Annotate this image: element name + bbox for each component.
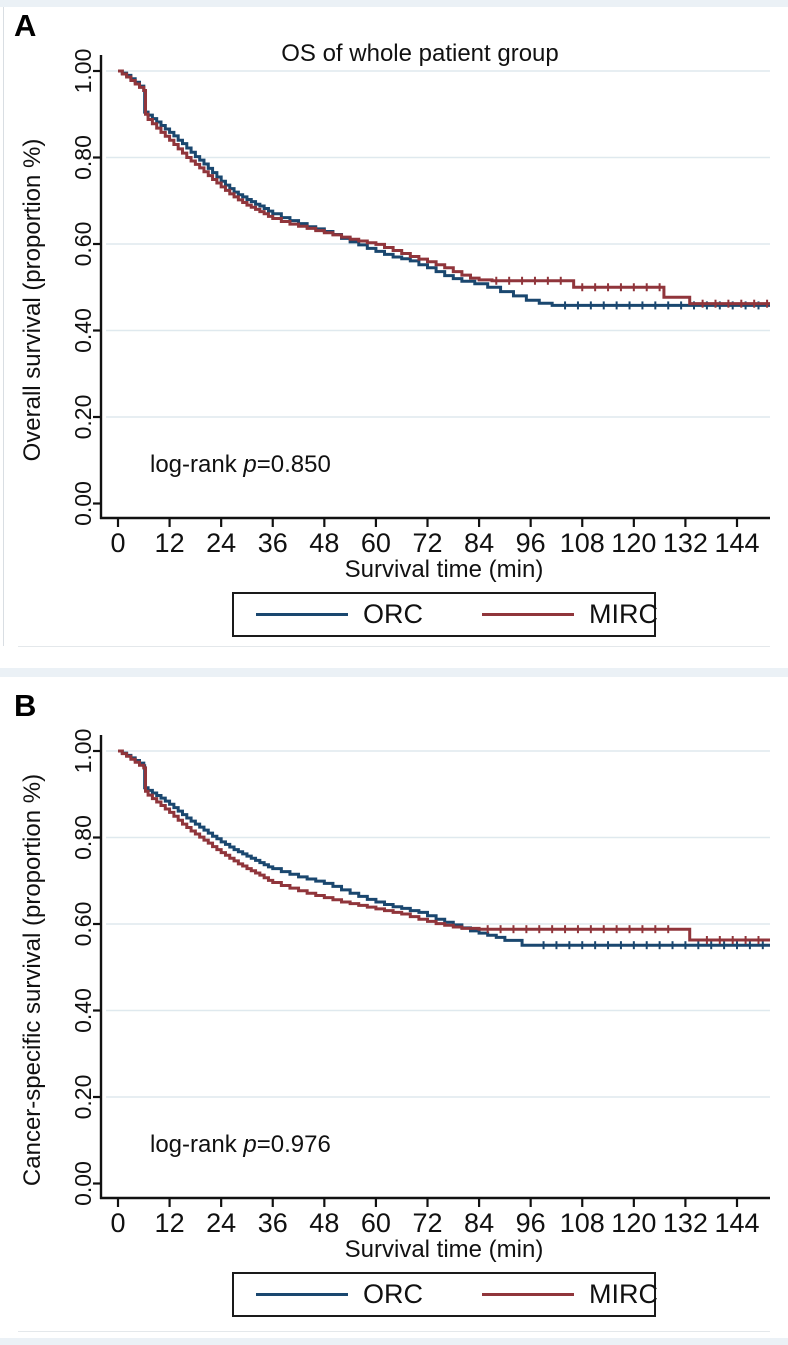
svg-text:24: 24 [206,1208,236,1238]
svg-text:24: 24 [206,528,236,558]
p-value: =0.850 [256,451,331,478]
log-rank-text: log-rank [150,451,244,478]
svg-text:0.20: 0.20 [70,395,96,440]
svg-text:96: 96 [516,528,546,558]
legend-label-mirc: MIRC [589,599,658,629]
panel-a-legend: ORC MIRC [232,592,658,637]
panel-b-x-axis-title: Survival time (min) [344,1236,544,1263]
svg-text:96: 96 [516,1208,546,1238]
middle-band [0,668,788,677]
svg-text:0: 0 [110,1208,125,1238]
svg-text:60: 60 [361,528,391,558]
svg-text:0.80: 0.80 [70,135,96,180]
legend-label-mirc: MIRC [589,1279,658,1309]
svg-text:48: 48 [309,1208,339,1238]
svg-text:72: 72 [412,528,442,558]
left-frame-line [3,7,4,646]
svg-text:12: 12 [155,1208,185,1238]
svg-text:72: 72 [412,1208,442,1238]
svg-text:60: 60 [361,1208,391,1238]
svg-text:84: 84 [464,1208,494,1238]
bottom-band [0,1338,788,1345]
top-band [0,0,788,7]
panel-b-log-rank-annotation: log-rank p=0.976 [150,1131,331,1159]
p-value: =0.976 [256,1131,331,1158]
panel-b-km-plot: 0.00 0.20 0.40 0.60 0.80 1.00 0 12 24 36 48 60 72 84 9… [70,729,770,1238]
svg-text:0: 0 [110,528,125,558]
panel-a-label: A [14,8,37,43]
svg-text:48: 48 [309,528,339,558]
svg-text:0.40: 0.40 [70,308,96,353]
panel-b: B Cancer-specific survival (proportion %… [0,680,788,1340]
svg-text:0.00: 0.00 [70,1161,96,1206]
svg-text:0.60: 0.60 [70,222,96,267]
legend-line-orc [256,613,348,616]
legend-line-mirc [482,613,574,616]
panel-a: A OS of whole patient group Overall surv… [0,0,788,660]
svg-text:120: 120 [611,1208,656,1238]
panel-a-bottom-frame-line [18,646,770,647]
svg-text:0.00: 0.00 [70,481,96,526]
svg-text:0.40: 0.40 [70,988,96,1033]
svg-text:36: 36 [258,528,288,558]
p-symbol: p [243,451,257,478]
svg-text:144: 144 [714,528,759,558]
svg-text:144: 144 [714,1208,759,1238]
panel-a-chart-title: OS of whole patient group [281,40,559,67]
svg-text:84: 84 [464,528,494,558]
svg-text:120: 120 [611,528,656,558]
p-symbol: p [243,1131,257,1158]
svg-text:108: 108 [560,528,605,558]
panel-b-label: B [14,688,37,723]
panel-b-bottom-frame-line [18,1331,770,1332]
panel-a-x-axis-title: Survival time (min) [344,556,544,583]
svg-text:0.80: 0.80 [70,815,96,860]
panel-a-log-rank-annotation: log-rank p=0.850 [150,451,331,479]
legend-line-orc [256,1293,348,1296]
svg-text:0.60: 0.60 [70,902,96,947]
panel-b-legend: ORC MIRC [232,1272,658,1317]
svg-text:1.00: 1.00 [70,49,96,94]
svg-text:108: 108 [560,1208,605,1238]
legend-line-mirc [482,1293,574,1296]
svg-text:132: 132 [663,1208,708,1238]
svg-text:1.00: 1.00 [70,729,96,774]
panel-a-km-plot: 0.00 0.20 0.40 0.60 0.80 1.00 0 12 24 36 48 60 72 84 9… [70,49,770,558]
svg-text:132: 132 [663,528,708,558]
svg-text:36: 36 [258,1208,288,1238]
svg-text:12: 12 [155,528,185,558]
svg-text:0.20: 0.20 [70,1075,96,1120]
log-rank-text: log-rank [150,1131,244,1158]
legend-label-orc: ORC [363,599,423,629]
legend-label-orc: ORC [363,1279,423,1309]
